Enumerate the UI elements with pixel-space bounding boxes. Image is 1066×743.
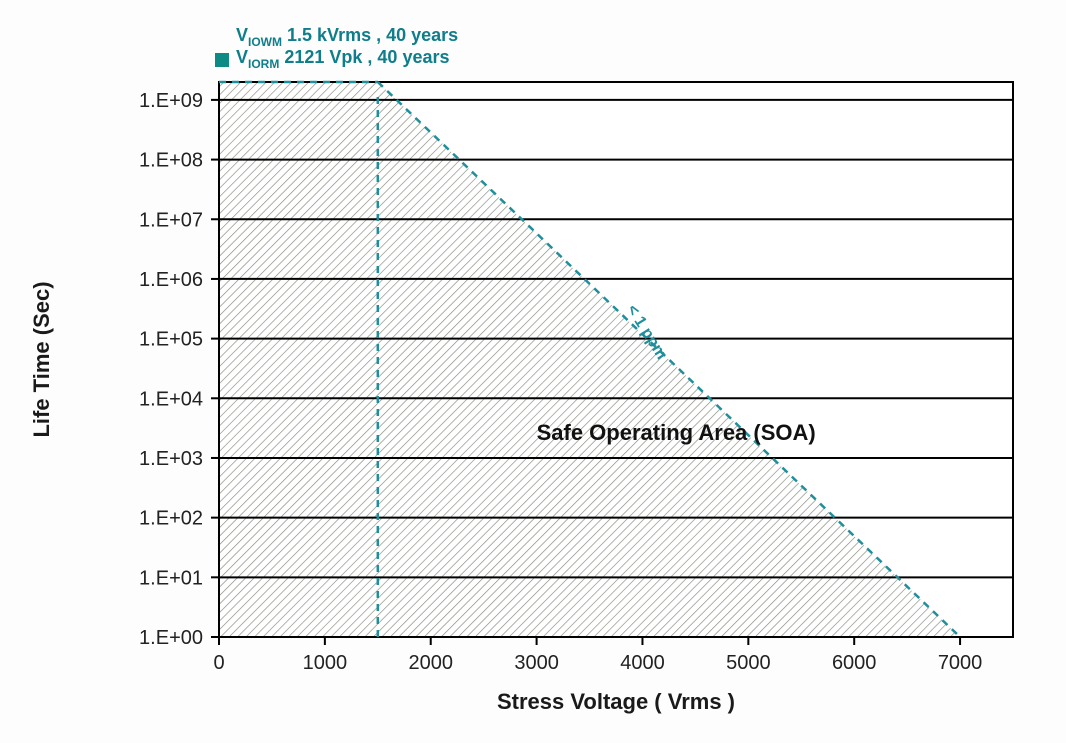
x-tick-label: 6000 xyxy=(832,652,877,674)
y-tick-label: 1.E+05 xyxy=(139,329,203,351)
soa-label: Safe Operating Area (SOA) xyxy=(537,420,816,445)
y-tick-label: 1.E+01 xyxy=(139,567,203,589)
y-tick-label: 1.E+03 xyxy=(139,448,203,470)
y-tick-label: 1.E+07 xyxy=(139,209,203,231)
x-tick-label: 5000 xyxy=(726,652,771,674)
y-tick-label: 1.E+06 xyxy=(139,269,203,291)
x-tick-label: 7000 xyxy=(938,652,983,674)
x-tick-label: 1000 xyxy=(303,652,348,674)
x-axis-label: Stress Voltage ( Vrms ) xyxy=(497,689,735,714)
annotation-line-2: VIORM 2121 Vpk , 40 years xyxy=(236,47,450,71)
x-tick-label: 4000 xyxy=(620,652,665,674)
y-tick-label: 1.E+00 xyxy=(139,627,203,649)
annotation-line-1: VIOWM 1.5 kVrms , 40 years xyxy=(236,25,458,49)
annotation-marker xyxy=(215,53,229,67)
y-tick-label: 1.E+08 xyxy=(139,150,203,172)
x-tick-label: 0 xyxy=(213,652,224,674)
y-tick-label: 1.E+04 xyxy=(139,388,203,410)
y-tick-label: 1.E+02 xyxy=(139,508,203,530)
x-tick-label: 2000 xyxy=(408,652,453,674)
y-tick-label: 1.E+09 xyxy=(139,90,203,112)
soa-chart: 0 1000 2000 3000 4000 5000 6000 7000 1.E+00 1.E+0… xyxy=(0,0,1066,743)
x-tick-label: 3000 xyxy=(514,652,559,674)
y-axis-label: Life Time (Sec) xyxy=(29,281,54,437)
